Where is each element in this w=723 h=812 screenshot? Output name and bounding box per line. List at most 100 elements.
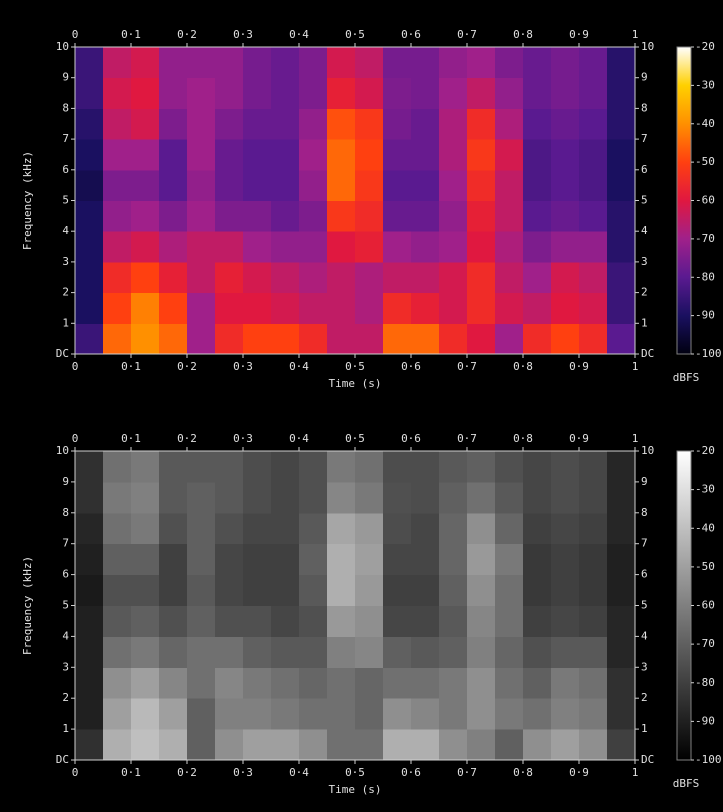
heatmap-cell xyxy=(523,544,552,575)
heatmap-cell xyxy=(551,482,580,513)
heatmap-cell xyxy=(579,78,608,109)
heatmap-cell xyxy=(607,451,636,482)
heatmap-cell xyxy=(579,667,608,698)
colorbar-tick-label: -30 xyxy=(695,78,715,91)
heatmap-cell xyxy=(383,78,412,109)
heatmap-cell xyxy=(551,108,580,139)
heatmap-cell xyxy=(271,698,300,729)
colorbar-tick-label: -90 xyxy=(695,714,715,727)
heatmap-cell xyxy=(355,108,384,139)
heatmap-cell xyxy=(327,108,356,139)
heatmap-cell xyxy=(75,139,104,170)
heatmap-cell xyxy=(579,201,608,232)
x-tick-label: 0·9 xyxy=(569,766,589,779)
heatmap-cell xyxy=(607,636,636,667)
heatmap-cell xyxy=(467,139,496,170)
heatmap-cell xyxy=(75,729,104,760)
heatmap-cell xyxy=(467,729,496,760)
heatmap-cell xyxy=(187,667,216,698)
heatmap-cell xyxy=(607,698,636,729)
heatmap-cell xyxy=(215,293,244,324)
heatmap-cell xyxy=(551,729,580,760)
colorbar-tick-label: -60 xyxy=(695,194,715,207)
heatmap-cell xyxy=(187,262,216,293)
heatmap-cell xyxy=(327,231,356,262)
heatmap-cell xyxy=(495,606,524,637)
heatmap-cell xyxy=(103,575,132,606)
heatmap-cell xyxy=(131,170,160,201)
heatmap-cell xyxy=(131,47,160,78)
x-tick-label: 0·5 xyxy=(345,28,365,41)
heatmap-cell xyxy=(355,170,384,201)
heatmap-cell xyxy=(131,636,160,667)
heatmap-cell xyxy=(159,201,188,232)
heatmap-cell xyxy=(103,698,132,729)
heatmap-cell xyxy=(75,323,104,354)
x-tick-label: 0·8 xyxy=(513,360,533,373)
x-tick-label: 0·5 xyxy=(345,766,365,779)
heatmap-cell xyxy=(327,544,356,575)
heatmap-cell xyxy=(187,482,216,513)
x-tick-label: 0·4 xyxy=(289,766,309,779)
heatmap-cell xyxy=(467,323,496,354)
heatmap-cell xyxy=(131,698,160,729)
heatmap-cell xyxy=(551,636,580,667)
heatmap-cell xyxy=(159,667,188,698)
heatmap-cell xyxy=(75,201,104,232)
heatmap-cell xyxy=(299,729,328,760)
heatmap-cell xyxy=(327,201,356,232)
heatmap-cell xyxy=(271,323,300,354)
heatmap-cell xyxy=(439,231,468,262)
x-tick-label: 0·7 xyxy=(457,432,477,445)
heatmap-cell xyxy=(523,575,552,606)
colorbar-tick-label: -100 xyxy=(695,347,722,360)
y-tick-label: 7 xyxy=(62,537,69,550)
heatmap-cell xyxy=(75,293,104,324)
heatmap-cell xyxy=(103,544,132,575)
heatmap-cell xyxy=(439,201,468,232)
heatmap-cell xyxy=(439,698,468,729)
heatmap-cell xyxy=(579,451,608,482)
colorbar-tick-label: -80 xyxy=(695,676,715,689)
heatmap-cell xyxy=(495,139,524,170)
heatmap-cell xyxy=(607,544,636,575)
heatmap-cell xyxy=(551,667,580,698)
heatmap-cell xyxy=(271,139,300,170)
y-tick-label: 5 xyxy=(62,194,69,207)
heatmap-cell xyxy=(579,636,608,667)
heatmap-cell xyxy=(383,451,412,482)
heatmap-cell xyxy=(299,201,328,232)
heatmap-cell xyxy=(271,667,300,698)
y-tick-label: 8 xyxy=(62,506,69,519)
heatmap-cell xyxy=(75,636,104,667)
heatmap-cell xyxy=(551,262,580,293)
heatmap-cell xyxy=(607,262,636,293)
heatmap-cell xyxy=(159,606,188,637)
y-tick-label: 9 xyxy=(641,475,648,488)
heatmap-cell xyxy=(439,108,468,139)
heatmap-cell xyxy=(411,108,440,139)
x-tick-label: 0·4 xyxy=(289,28,309,41)
heatmap-cell xyxy=(523,729,552,760)
heatmap-cell xyxy=(131,544,160,575)
y-tick-label: 5 xyxy=(641,194,648,207)
heatmap-cell xyxy=(131,451,160,482)
heatmap-cell xyxy=(551,231,580,262)
heatmap-cell xyxy=(579,513,608,544)
x-tick-label: 0·3 xyxy=(233,28,253,41)
x-tick-label: 0·1 xyxy=(121,360,141,373)
x-tick-label: 0·2 xyxy=(177,766,197,779)
heatmap-cell xyxy=(327,139,356,170)
y-tick-label: 7 xyxy=(641,537,648,550)
heatmap-cell xyxy=(103,78,132,109)
heatmap-cell xyxy=(243,262,272,293)
heatmap-cell xyxy=(187,293,216,324)
heatmap-cell xyxy=(327,323,356,354)
heatmap-cell xyxy=(187,170,216,201)
heatmap-cell xyxy=(327,47,356,78)
heatmap-cell xyxy=(411,606,440,637)
heatmap-cell xyxy=(551,451,580,482)
heatmap-cell xyxy=(523,231,552,262)
heatmap-cell xyxy=(159,323,188,354)
colorbar-label: dBFS xyxy=(673,777,700,790)
